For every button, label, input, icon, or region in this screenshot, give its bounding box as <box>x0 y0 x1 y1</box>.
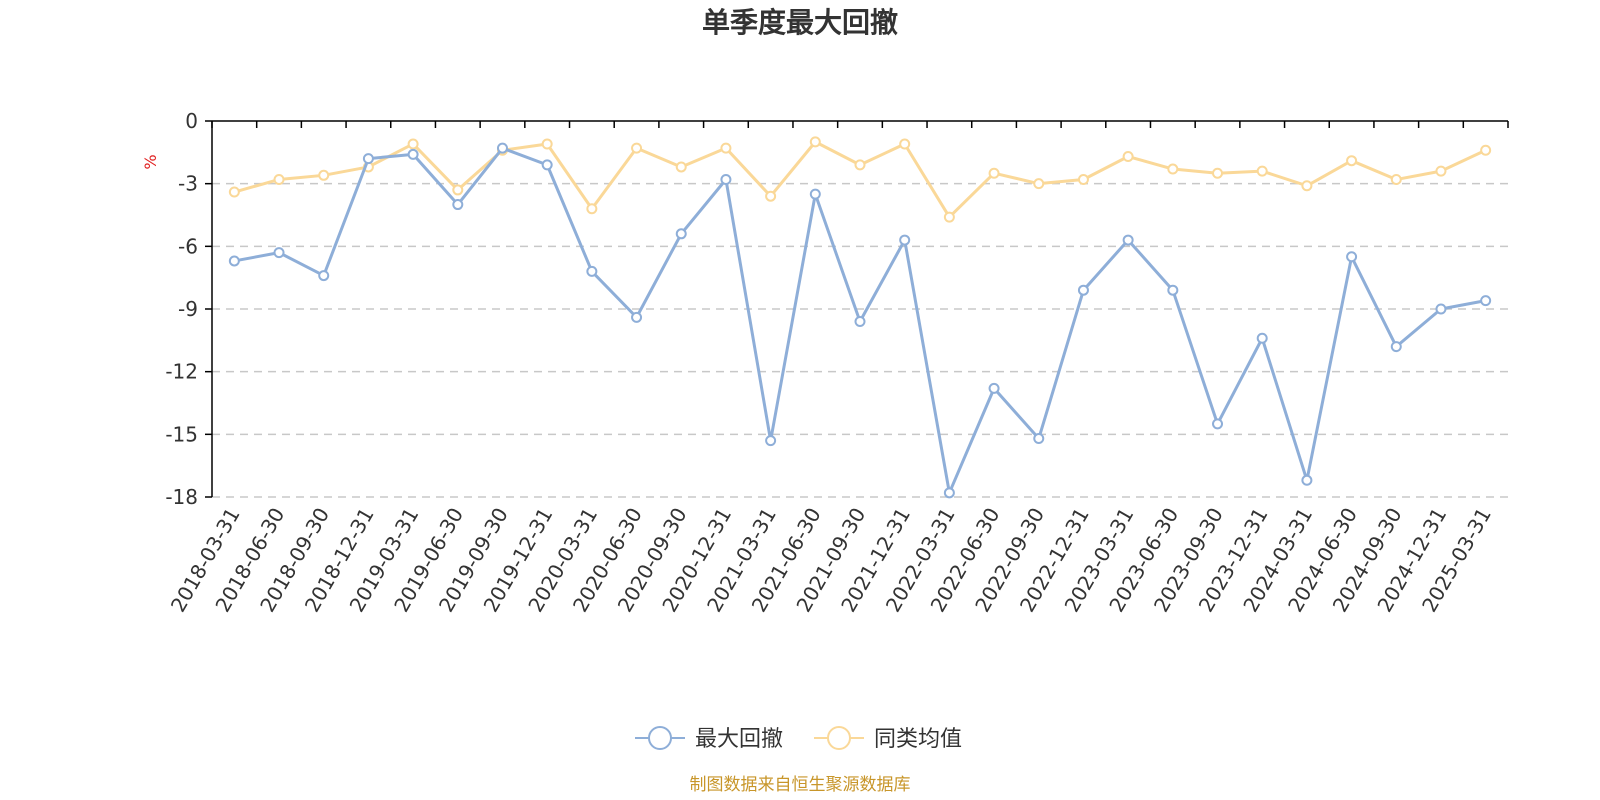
data-point[interactable] <box>899 234 911 246</box>
data-point[interactable] <box>1301 180 1313 192</box>
series-lines <box>228 136 1492 499</box>
data-point[interactable] <box>1256 332 1268 344</box>
data-point[interactable] <box>318 169 330 181</box>
data-point[interactable] <box>720 142 732 154</box>
data-point[interactable] <box>1167 163 1179 175</box>
data-point[interactable] <box>1033 178 1045 190</box>
data-point[interactable] <box>1435 165 1447 177</box>
data-point[interactable] <box>228 186 240 198</box>
data-point[interactable] <box>1167 284 1179 296</box>
data-point[interactable] <box>541 159 553 171</box>
y-tick-labels: 0 -3 -6 -9 -12 -15 -18 <box>165 109 198 509</box>
chart-title: 单季度最大回撤 <box>702 6 898 39</box>
data-point[interactable] <box>720 173 732 185</box>
data-point[interactable] <box>452 184 464 196</box>
data-point[interactable] <box>1480 144 1492 156</box>
grid-lines <box>212 182 1508 498</box>
y-axis-unit-label: % <box>141 154 160 169</box>
data-point[interactable] <box>1480 295 1492 307</box>
y-tick-label: -12 <box>165 360 198 384</box>
data-point[interactable] <box>1346 251 1358 263</box>
data-point[interactable] <box>854 316 866 328</box>
data-point[interactable] <box>1212 418 1224 430</box>
data-point[interactable] <box>407 148 419 160</box>
y-tick-label: -18 <box>165 485 198 509</box>
data-point[interactable] <box>988 167 1000 179</box>
data-point[interactable] <box>1122 151 1134 163</box>
legend[interactable]: 最大回撤 同类均值 <box>635 726 962 752</box>
data-point[interactable] <box>854 159 866 171</box>
y-tick-label: -3 <box>178 172 198 196</box>
y-tick-label: -6 <box>178 234 198 258</box>
data-point[interactable] <box>452 199 464 211</box>
data-point[interactable] <box>1256 165 1268 177</box>
data-point[interactable] <box>809 136 821 148</box>
data-point[interactable] <box>765 435 777 447</box>
data-point[interactable] <box>1390 173 1402 185</box>
data-point[interactable] <box>1435 303 1447 315</box>
y-tick-label: 0 <box>185 109 198 133</box>
data-point[interactable] <box>273 247 285 259</box>
legend-item[interactable]: 最大回撤 <box>635 726 783 752</box>
data-point[interactable] <box>1301 474 1313 486</box>
data-point[interactable] <box>1077 173 1089 185</box>
y-tick-label: -15 <box>165 422 198 446</box>
data-point[interactable] <box>362 153 374 165</box>
data-point[interactable] <box>899 138 911 150</box>
data-point[interactable] <box>586 203 598 215</box>
data-point[interactable] <box>809 188 821 200</box>
data-point[interactable] <box>988 382 1000 394</box>
data-point[interactable] <box>1212 167 1224 179</box>
axes <box>205 120 1509 498</box>
legend-item[interactable]: 同类均值 <box>814 726 962 752</box>
data-point[interactable] <box>541 138 553 150</box>
data-point[interactable] <box>228 255 240 267</box>
data-point[interactable] <box>318 270 330 282</box>
data-point[interactable] <box>943 211 955 223</box>
data-point[interactable] <box>675 161 687 173</box>
y-tick-label: -9 <box>178 297 198 321</box>
data-point[interactable] <box>631 311 643 323</box>
data-point[interactable] <box>675 228 687 240</box>
data-point[interactable] <box>1033 433 1045 445</box>
data-point[interactable] <box>1122 234 1134 246</box>
series-line <box>233 140 1487 219</box>
data-point[interactable] <box>1346 155 1358 167</box>
data-point[interactable] <box>1390 341 1402 353</box>
data-point[interactable] <box>631 142 643 154</box>
data-point[interactable] <box>1077 284 1089 296</box>
data-point[interactable] <box>273 173 285 185</box>
data-point[interactable] <box>496 142 508 154</box>
legend-marker-icon <box>648 726 672 750</box>
legend-label: 最大回撤 <box>695 727 783 752</box>
x-tick-labels: 2018-03-312018-06-302018-09-302018-12-31… <box>166 504 1496 617</box>
data-point[interactable] <box>765 190 777 202</box>
data-point[interactable] <box>586 265 598 277</box>
series-1 <box>228 142 1492 499</box>
legend-marker-icon <box>827 726 851 750</box>
data-point[interactable] <box>407 138 419 150</box>
data-point[interactable] <box>943 487 955 499</box>
data-source-note: 制图数据来自恒生聚源数据库 <box>690 775 911 795</box>
legend-label: 同类均值 <box>874 727 962 752</box>
series-2 <box>228 136 1492 223</box>
